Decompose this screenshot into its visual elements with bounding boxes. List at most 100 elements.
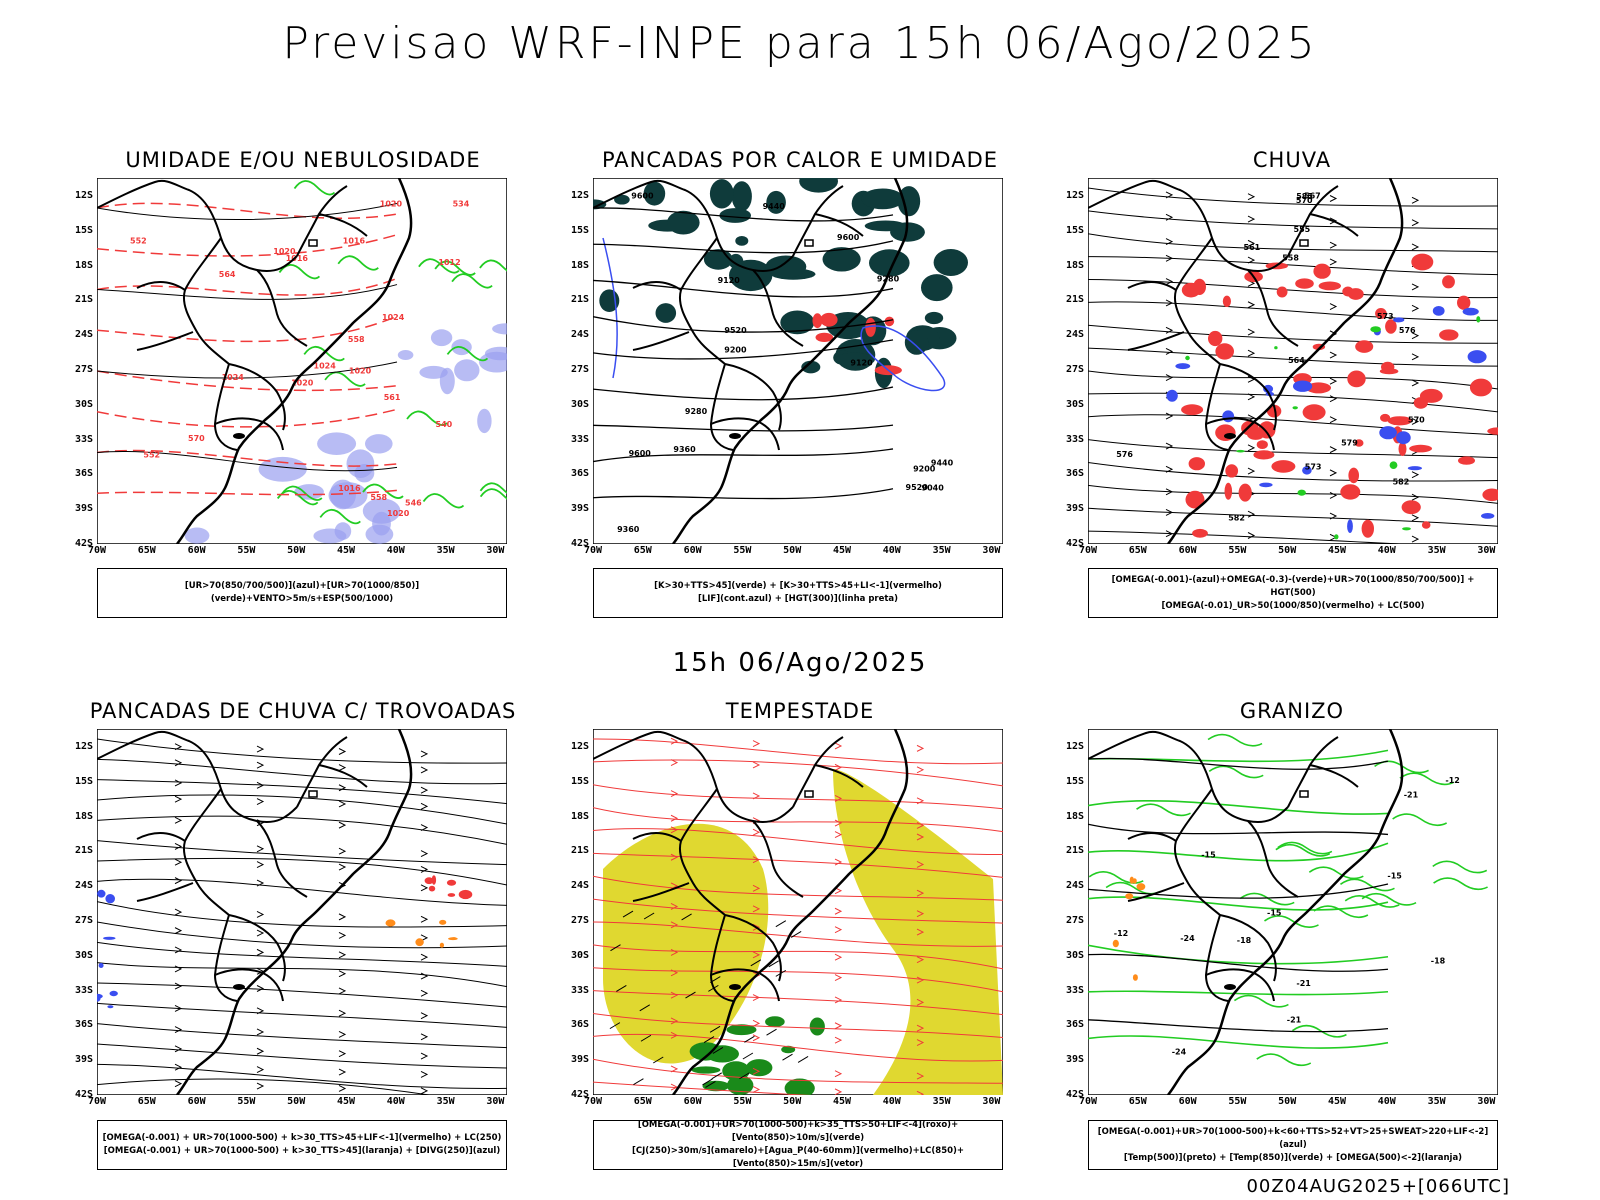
forecast-map: 9600 9600 9520 9600 9520 9440 9360 9280 9440 9360… (593, 178, 1003, 544)
field-patch (1293, 380, 1313, 392)
field-patch (431, 875, 437, 885)
streamline-arrow (1165, 530, 1174, 538)
field-patch (1295, 278, 1314, 289)
lake (729, 433, 741, 439)
country-border (752, 820, 804, 898)
streamline-arrow (256, 1066, 265, 1074)
streamline-arrow (1411, 353, 1420, 361)
streamline (1088, 324, 1498, 344)
contour-line (593, 488, 894, 500)
main-title: Previsao WRF-INPE para 15h 06/Ago/2025 (282, 18, 1318, 69)
field-patch (1253, 450, 1275, 460)
contour-label: -24 (1172, 1048, 1187, 1057)
latitude-tick: 21S (570, 845, 589, 857)
latitude-tick: 36S (74, 468, 93, 480)
country-border (256, 269, 308, 347)
field-patch (834, 352, 875, 367)
contour-label: 570 (188, 434, 205, 443)
streamline (593, 1033, 1003, 1062)
field-patch (447, 893, 456, 897)
field-patch (1482, 488, 1498, 502)
contour-label: 1020 (273, 247, 296, 256)
field-patch (1136, 883, 1146, 891)
streamline-arrow (1411, 493, 1420, 501)
map-canvas: -12 -15 -18 -21 -24 -15 -18 -21 -12 -15 -24 -21 (1088, 729, 1498, 1095)
streamline-arrow (670, 948, 679, 956)
wind-vector (616, 985, 627, 992)
field-patch (439, 919, 447, 925)
wind-vector (639, 1004, 651, 1012)
field-patch (766, 190, 786, 214)
country-border (1309, 764, 1359, 788)
streamline-arrow (174, 1045, 183, 1053)
streamline-arrow (752, 884, 761, 892)
latitude-tick: 27S (1065, 915, 1084, 926)
field-patch (107, 1005, 114, 1009)
latitude-tick: 30S (74, 398, 93, 410)
field-patch (1318, 281, 1341, 291)
streamline-arrow (834, 831, 843, 839)
streamline-arrow (338, 748, 347, 755)
streamline (1088, 439, 1498, 459)
streamline-arrow (1411, 535, 1420, 543)
latitude-tick: 15S (74, 224, 93, 236)
field-patch (1379, 426, 1397, 440)
streamline-arrow (1165, 508, 1174, 516)
field-patch (1340, 484, 1361, 500)
contour-label: 9280 (685, 407, 708, 416)
longitude-tick: 65W (137, 545, 156, 556)
streamline-arrow (174, 842, 183, 850)
streamline-arrow (420, 824, 429, 831)
forecast-time-label: 15h 06/Ago/2025 (672, 648, 928, 678)
streamline-arrow (338, 931, 347, 939)
streamline-arrow (1329, 303, 1338, 310)
streamline-arrow (338, 1009, 347, 1017)
contour-line (97, 451, 398, 472)
wind-vector (790, 930, 802, 938)
longitude-tick: 40W (1377, 545, 1396, 556)
contour-label: 9280 (877, 275, 900, 284)
latitude-tick: 12S (1065, 741, 1084, 752)
contour-label: 1012 (438, 258, 460, 267)
streamline-arrow (670, 790, 679, 798)
latitude-tick: 36S (1065, 468, 1084, 480)
country-border (679, 237, 726, 365)
streamline-arrow (670, 853, 679, 861)
map-canvas: 1016101210161020102010161020102010241024… (97, 178, 507, 544)
field-patch (667, 210, 700, 235)
contour-line (97, 234, 398, 257)
contour-line (97, 449, 398, 467)
temp850-contour (1361, 892, 1417, 906)
wind-vector (681, 913, 692, 921)
coastline (672, 729, 909, 1095)
longitude-tick: 30W (1477, 545, 1496, 556)
streamline-arrow (174, 1080, 183, 1088)
legend-line: [LIF](cont.azul) + [HGT(300)](linha pret… (697, 594, 899, 604)
longitude-tick: 65W (1128, 1096, 1147, 1107)
streamline-arrow (1329, 217, 1338, 225)
forecast-map (97, 729, 507, 1095)
longitude-tick: 50W (287, 1096, 306, 1107)
field-patch (822, 247, 861, 272)
longitude-tick: 40W (1377, 1096, 1396, 1107)
wind-vector (750, 959, 762, 967)
country-border (318, 213, 368, 237)
streamline-arrow (834, 996, 843, 1004)
field-patch (1185, 490, 1205, 509)
field-patch (484, 346, 507, 361)
forecast-map (593, 729, 1003, 1095)
streamline-arrow (670, 921, 679, 929)
latitude-tick: 18S (74, 810, 93, 822)
latitude-tick: 15S (570, 224, 589, 236)
contour-line (1088, 944, 1389, 965)
streamline (97, 901, 507, 928)
streamline-arrow (1247, 301, 1256, 309)
latitude-tick: 42S (74, 1089, 93, 1100)
field-patch (1442, 275, 1455, 289)
latitude-tick: 27S (1065, 364, 1084, 375)
field-patch (1439, 329, 1459, 341)
latitude-tick: 12S (74, 190, 93, 201)
streamline-arrow (256, 929, 265, 937)
streamline-arrow (752, 1034, 761, 1042)
latitude-tick: 39S (74, 1054, 93, 1066)
